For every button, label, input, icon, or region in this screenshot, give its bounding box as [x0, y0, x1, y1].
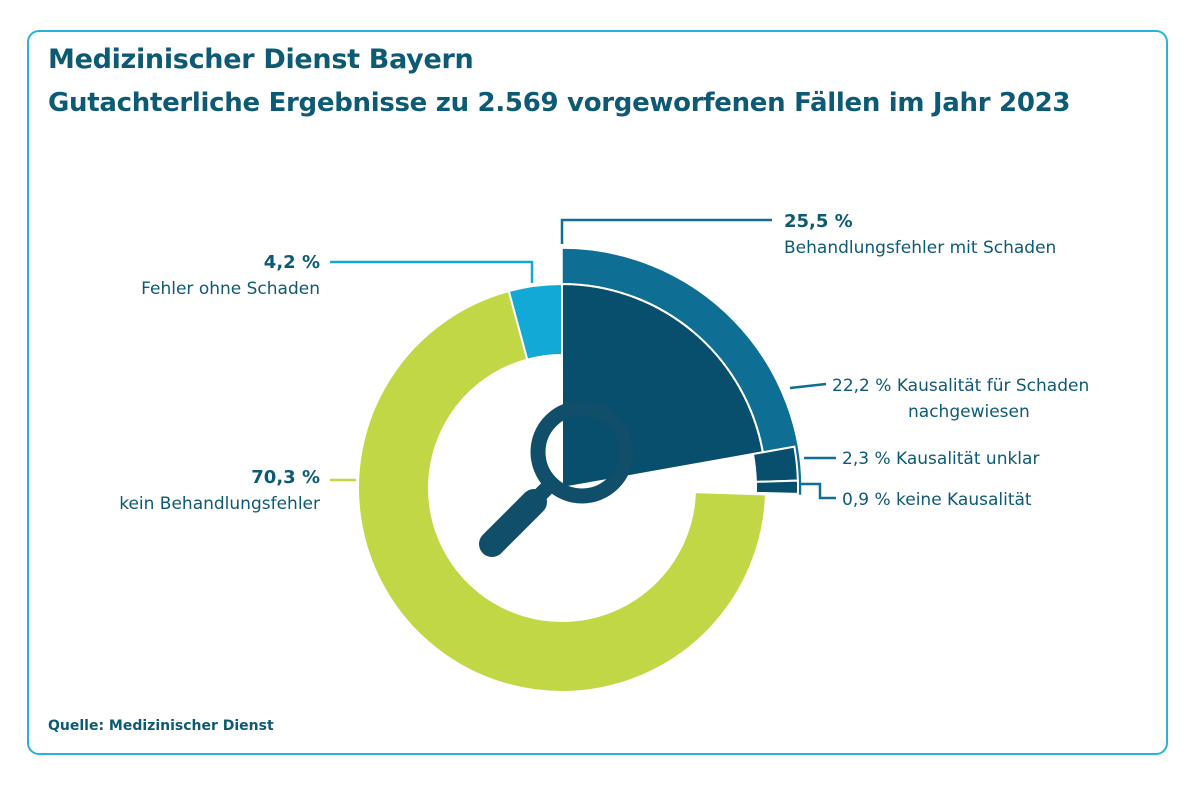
leader-lines [330, 218, 836, 500]
leader-kausalitaet-nachgewiesen [789, 382, 827, 390]
source-note: Quelle: Medizinischer Dienst [48, 718, 274, 734]
category-label: kein Behandlungsfehler [119, 494, 320, 514]
value-label: 2,3 % [842, 449, 891, 469]
slice-kausalitaet-nachgewiesen [561, 282, 765, 490]
value-label: 25,5 % [784, 211, 853, 232]
category-label: Fehler ohne Schaden [141, 279, 320, 299]
category-label: keine Kausalität [896, 490, 1032, 510]
label-behandlungsfehler-mit-schaden: 25,5 % Behandlungsfehler mit Schaden [784, 209, 1056, 261]
chart-frame [27, 30, 1168, 755]
label-fehler-ohne-schaden: 4,2 % Fehler ohne Schaden [141, 250, 320, 302]
chart-title: Medizinischer Dienst Bayern [48, 44, 474, 75]
value-label: 0,9 % [842, 490, 891, 510]
magnifier-icon [479, 400, 634, 557]
label-keine-kausalitaet: 0,9 % keine Kausalität [842, 487, 1032, 513]
leader-fehler-ohne-schaden [330, 260, 534, 283]
leader-behandlungsfehler [560, 218, 772, 244]
label-kein-behandlungsfehler: 70,3 % kein Behandlungsfehler [119, 465, 320, 517]
slice-kausalitaet-unklar [751, 445, 799, 483]
value-label: 4,2 % [263, 252, 320, 273]
category-label: Kausalität für Schaden [896, 376, 1090, 396]
slice-keine-kausalitaet [754, 479, 799, 495]
slice-kein-behandlungsfehler [357, 289, 767, 693]
category-label: Behandlungsfehler mit Schaden [784, 238, 1057, 258]
category-label-line2: nachgewiesen [908, 402, 1030, 422]
donut-slices [357, 247, 803, 693]
label-kausalitaet-nachgewiesen: 22,2 % Kausalität für Schaden nachgewies… [832, 373, 1089, 425]
value-label: 22,2 % [832, 376, 892, 396]
leader-keine-kausalitaet [800, 482, 836, 500]
chart-subtitle: Gutachterliche Ergebnisse zu 2.569 vorge… [48, 88, 1071, 118]
value-label: 70,3 % [251, 467, 320, 488]
category-label: Kausalität unklar [896, 449, 1040, 469]
label-kausalitaet-unklar: 2,3 % Kausalität unklar [842, 446, 1039, 472]
